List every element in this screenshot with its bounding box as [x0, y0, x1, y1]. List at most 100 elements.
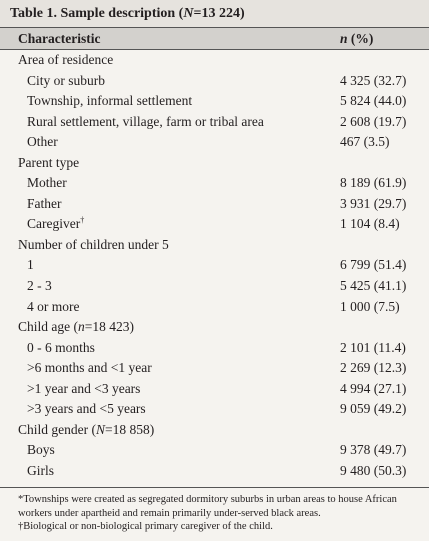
- footnote: *Townships were created as segregated do…: [18, 494, 397, 519]
- text-run: =18 858): [105, 421, 155, 437]
- row-value: 1 000 (7.5): [340, 298, 400, 314]
- text-run: Father: [27, 195, 62, 211]
- row-value: 9 059 (49.2): [340, 401, 407, 417]
- row-label: Father: [27, 194, 62, 215]
- row-label: 4 or more: [27, 297, 79, 318]
- row-label: 0 - 6 months: [27, 338, 95, 359]
- group-row: Number of children under 5: [0, 235, 429, 256]
- row-value: 9 480 (50.3): [340, 462, 407, 478]
- group-label: Parent type: [18, 153, 79, 174]
- row-value: 4 994 (27.1): [340, 380, 407, 396]
- text-run: Other: [27, 134, 58, 150]
- data-row: 0 - 6 months 2 101 (11.4): [0, 338, 429, 359]
- text-run: †: [80, 215, 85, 225]
- group-label: Number of children under 5: [18, 235, 169, 256]
- row-value: 467 (3.5): [340, 134, 390, 150]
- row-label: Other: [27, 132, 58, 153]
- row-label: Boys: [27, 440, 55, 461]
- row-value: 6 799 (51.4): [340, 257, 407, 273]
- text-run: Mother: [27, 175, 67, 191]
- group-row: Child gender (N=18 858): [0, 420, 429, 441]
- text-run: Child gender (: [18, 421, 96, 437]
- text-run: City or suburb: [27, 72, 106, 88]
- table-body: Area of residence City or suburb 4 325 (32…: [0, 50, 429, 481]
- data-row: 1 6 799 (51.4): [0, 255, 429, 276]
- text-run: =13 224): [193, 6, 245, 21]
- group-row: Child age (n=18 423): [0, 317, 429, 338]
- text-run: n: [78, 319, 85, 335]
- data-row: Mother 8 189 (61.9): [0, 173, 429, 194]
- data-row: Father 3 931 (29.7): [0, 194, 429, 215]
- text-run: 1: [27, 257, 34, 273]
- data-row: Boys 9 378 (49.7): [0, 440, 429, 461]
- data-row: >3 years and <5 years 9 059 (49.2): [0, 399, 429, 420]
- text-run: Area of residence: [18, 52, 114, 67]
- text-run: Township, informal settlement: [27, 93, 193, 109]
- row-label: 2 - 3: [27, 276, 52, 297]
- row-value: 4 325 (32.7): [340, 72, 407, 88]
- text-run: =18 423): [84, 319, 134, 335]
- row-value: 2 608 (19.7): [340, 113, 407, 129]
- data-row: Caregiver† 1 104 (8.4): [0, 214, 429, 235]
- data-row: >6 months and <1 year 2 269 (12.3): [0, 358, 429, 379]
- row-value: 5 425 (41.1): [340, 278, 407, 294]
- text-run: Characteristic: [18, 31, 101, 46]
- footnote: †Biological or non-biological primary ca…: [18, 521, 273, 533]
- row-value: 2 269 (12.3): [340, 360, 407, 376]
- text-run: >1 year and <3 years: [27, 380, 141, 396]
- table-title: Table 1. Sample description (N=13 224): [0, 0, 429, 27]
- header-cell: Characteristic: [18, 28, 100, 49]
- text-run: Table 1. Sample description (: [10, 6, 184, 21]
- group-label: Area of residence: [18, 50, 113, 71]
- text-run: >6 months and <1 year: [27, 360, 152, 376]
- group-label: Child gender (N=18 858): [18, 420, 154, 441]
- row-label: Mother: [27, 173, 67, 194]
- row-label: >6 months and <1 year: [27, 358, 152, 379]
- header-row: Characteristic n (%): [0, 27, 429, 50]
- row-label: City or suburb: [27, 71, 105, 92]
- row-label: Caregiver†: [27, 214, 84, 235]
- text-run: N: [183, 6, 194, 21]
- data-row: Other 467 (3.5): [0, 132, 429, 153]
- row-label: 1: [27, 255, 34, 276]
- data-row: 4 or more 1 000 (7.5): [0, 297, 429, 318]
- text-run: >3 years and <5 years: [27, 401, 146, 417]
- text-run: N: [95, 421, 105, 437]
- text-run: 2 - 3: [27, 278, 52, 294]
- row-value: 1 104 (8.4): [340, 216, 400, 232]
- data-row: Girls 9 480 (50.3): [0, 461, 429, 482]
- row-label: >3 years and <5 years: [27, 399, 146, 420]
- text-run: 4 or more: [27, 298, 80, 314]
- row-value: 3 931 (29.7): [340, 195, 407, 211]
- row-label: Rural settlement, village, farm or triba…: [27, 112, 264, 133]
- row-value: 2 101 (11.4): [340, 339, 406, 355]
- text-run: n: [340, 31, 348, 46]
- text-run: Caregiver: [27, 216, 81, 232]
- data-row: City or suburb 4 325 (32.7): [0, 71, 429, 92]
- row-value: 5 824 (44.0): [340, 93, 407, 109]
- text-run: Parent type: [18, 154, 80, 170]
- text-run: Girls: [27, 462, 54, 478]
- header-cell: n (%): [340, 28, 373, 49]
- footnotes: *Townships were created as segregated do…: [0, 487, 429, 534]
- data-row: Rural settlement, village, farm or triba…: [0, 112, 429, 133]
- row-label: Girls: [27, 461, 54, 482]
- group-row: Parent type: [0, 153, 429, 174]
- row-value: 8 189 (61.9): [340, 175, 407, 191]
- row-label: >1 year and <3 years: [27, 379, 140, 400]
- text-run: Boys: [27, 442, 55, 458]
- data-row: 2 - 3 5 425 (41.1): [0, 276, 429, 297]
- text-run: 0 - 6 months: [27, 339, 95, 355]
- data-row: Township, informal settlement 5 824 (44.0…: [0, 91, 429, 112]
- row-label: Township, informal settlement: [27, 91, 192, 112]
- text-run: Rural settlement, village, farm or triba…: [27, 113, 264, 129]
- data-row: >1 year and <3 years 4 994 (27.1): [0, 379, 429, 400]
- text-run: (%): [347, 31, 374, 46]
- text-run: Number of children under 5: [18, 236, 169, 252]
- row-value: 9 378 (49.7): [340, 442, 407, 458]
- text-run: Child age (: [18, 319, 78, 335]
- group-label: Child age (n=18 423): [18, 317, 134, 338]
- group-row: Area of residence: [0, 50, 429, 71]
